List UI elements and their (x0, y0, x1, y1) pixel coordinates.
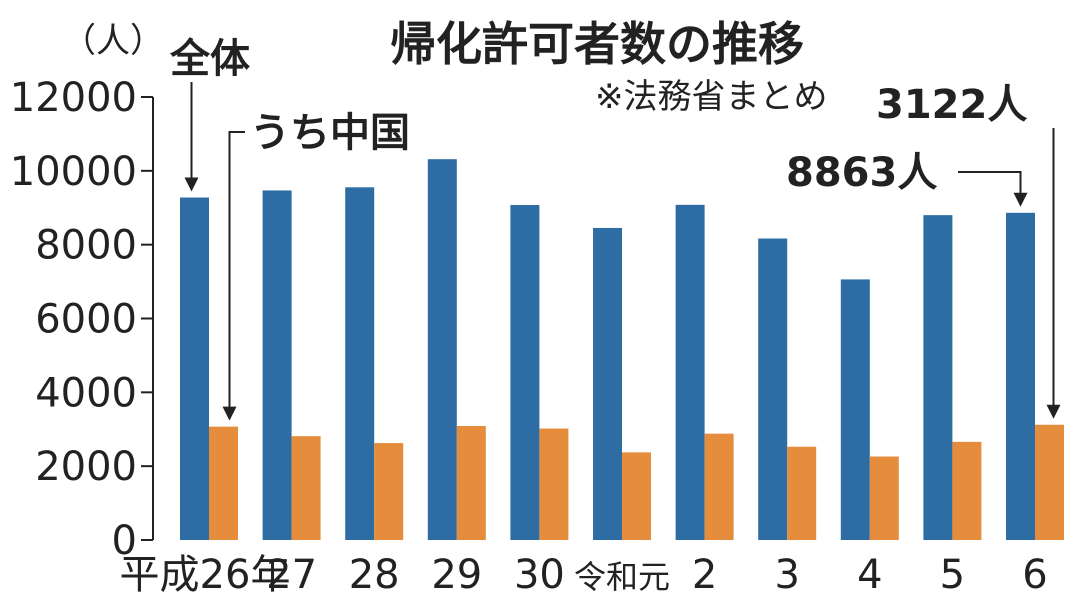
bar-china (209, 426, 238, 540)
bar-china (456, 426, 486, 540)
annotation-last-china: 3122人 (876, 82, 1027, 128)
bars (180, 159, 1064, 541)
y-tick-label: 0 (112, 518, 137, 564)
bar-total (1006, 212, 1035, 540)
x-tick-label: 4 (857, 552, 882, 598)
x-tick-label: 平成26年 (120, 552, 291, 598)
bar-china (291, 436, 321, 540)
x-tick-label: 3 (774, 552, 799, 598)
bar-total (675, 204, 705, 540)
x-tick-label: 30 (514, 552, 565, 598)
annotations: 全体 うち中国 8863人 3122人 (169, 36, 1061, 421)
x-tick-label: 令和元 (574, 558, 670, 596)
arrow-last-total-line (958, 171, 1022, 197)
annotation-last-total: 8863人 (786, 150, 937, 196)
x-tick-label: 29 (431, 552, 482, 598)
bar-china (1035, 424, 1064, 540)
y-tick-label: 10000 (10, 149, 137, 195)
y-axis: 0 2000 4000 6000 8000 10000 12000 (10, 75, 154, 564)
bar-total (758, 238, 788, 540)
y-tick-label: 2000 (35, 444, 137, 490)
x-tick-label: 2 (692, 552, 717, 598)
bar-total (923, 215, 953, 540)
y-tick-label: 12000 (10, 75, 137, 121)
bar-total (840, 279, 870, 540)
x-tick-label: 5 (940, 552, 965, 598)
legend-label-total: 全体 (169, 36, 250, 82)
bar-china (787, 446, 817, 540)
y-tick-label: 6000 (35, 297, 137, 343)
arrow-last-total-head (1013, 192, 1028, 207)
x-tick-label: 6 (1022, 552, 1047, 598)
y-tick-label: 8000 (35, 223, 137, 269)
arrow-china-head (222, 406, 237, 421)
bar-total (180, 197, 209, 540)
arrow-china-line (228, 131, 245, 411)
y-tick-label: 4000 (35, 370, 137, 416)
bar-china (539, 428, 569, 540)
bar-total (262, 190, 292, 540)
x-tick-label: 27 (266, 552, 317, 598)
bar-china (869, 456, 899, 540)
y-unit-label: （人） (62, 21, 164, 61)
bar-china (704, 433, 734, 540)
bar-total (593, 227, 622, 540)
bar-china (952, 441, 982, 540)
bar-total (427, 159, 457, 540)
bar-china (622, 452, 651, 540)
arrow-total-head (184, 177, 199, 192)
x-tick-label: 28 (349, 552, 400, 598)
legend-label-china: うち中国 (250, 110, 410, 156)
chart-subtitle: ※法務省まとめ (595, 77, 828, 117)
chart-title: 帰化許可者数の推移 (390, 17, 804, 71)
arrow-last-china-head (1046, 404, 1061, 419)
bar-china (374, 443, 404, 540)
bar-total (345, 187, 375, 541)
bar-total (510, 205, 540, 540)
